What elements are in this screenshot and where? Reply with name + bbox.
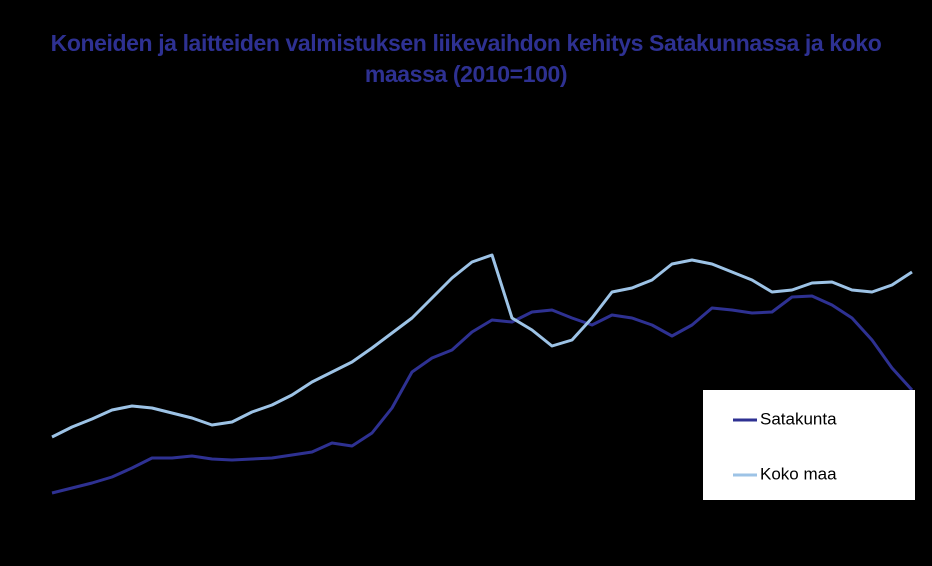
legend-label: Satakunta xyxy=(760,409,837,428)
series-line xyxy=(51,294,914,495)
chart-title: Koneiden ja laitteiden valmistuksen liik… xyxy=(50,30,882,87)
legend-label: Koko maa xyxy=(760,464,837,483)
legend-box xyxy=(703,390,915,500)
series-line xyxy=(51,253,913,439)
